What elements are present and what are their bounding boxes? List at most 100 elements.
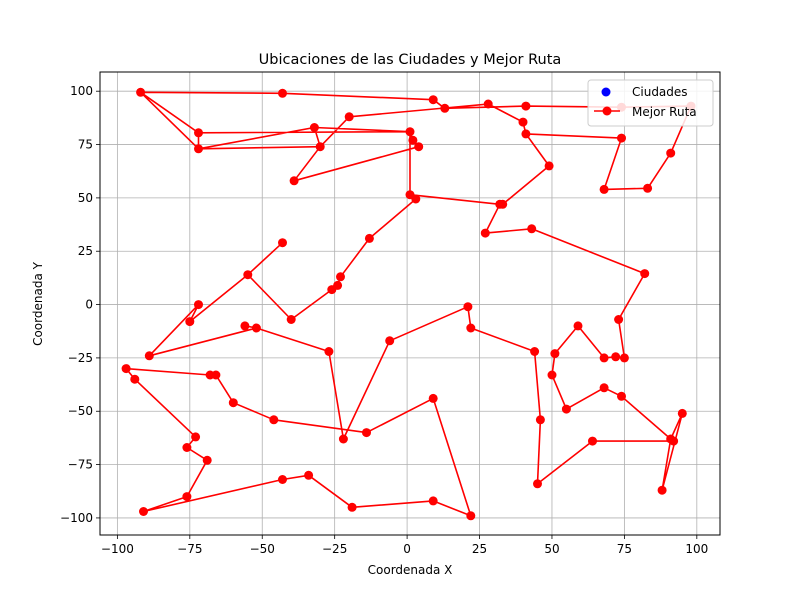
city-point xyxy=(547,370,557,380)
city-point xyxy=(463,302,473,312)
city-point xyxy=(194,300,203,310)
city-point xyxy=(573,321,583,331)
city-point xyxy=(243,270,253,280)
city-point xyxy=(344,112,354,122)
city-point xyxy=(121,364,131,374)
x-tick-label: 50 xyxy=(544,542,559,556)
x-axis-ticks: −100 −75 −50 −25 0 25 50 75 100 xyxy=(101,535,708,556)
city-point xyxy=(483,99,493,109)
city-point xyxy=(611,352,621,362)
y-tick-label: −100 xyxy=(60,511,93,525)
city-point xyxy=(527,224,537,234)
city-point xyxy=(315,142,325,152)
city-point xyxy=(588,436,597,446)
city-point xyxy=(139,507,148,516)
city-point xyxy=(408,135,418,145)
city-point xyxy=(466,323,476,333)
city-point xyxy=(617,133,626,143)
city-point xyxy=(428,393,438,403)
city-point xyxy=(535,415,545,425)
y-tick-label: 50 xyxy=(78,191,93,205)
city-point xyxy=(304,470,314,480)
city-point xyxy=(202,455,212,465)
city-point xyxy=(136,87,146,97)
legend: Ciudades Mejor Ruta xyxy=(587,79,714,127)
city-point xyxy=(640,269,650,279)
x-axis-label: Coordenada X xyxy=(368,563,453,577)
city-point xyxy=(194,144,203,154)
city-point xyxy=(440,103,450,113)
legend-box xyxy=(587,79,714,127)
city-point xyxy=(411,194,421,204)
city-point xyxy=(228,398,238,408)
city-point xyxy=(498,199,508,209)
city-point xyxy=(205,370,215,380)
city-point xyxy=(336,272,345,282)
city-point xyxy=(269,415,279,425)
x-tick-label: 25 xyxy=(472,542,487,556)
city-point xyxy=(666,148,676,158)
city-point xyxy=(657,485,667,495)
city-point xyxy=(251,323,261,333)
x-tick-label: 75 xyxy=(617,542,632,556)
city-point xyxy=(182,492,192,502)
city-point xyxy=(677,408,687,418)
city-point xyxy=(599,353,609,363)
plot-frame xyxy=(99,71,721,536)
legend-marker-ciudades xyxy=(601,87,611,97)
city-point xyxy=(324,347,334,356)
city-point xyxy=(666,434,676,444)
x-tick-label: 100 xyxy=(685,542,708,556)
city-point xyxy=(518,117,528,127)
city-point xyxy=(278,88,287,98)
city-point xyxy=(286,315,296,324)
city-point xyxy=(533,479,542,489)
city-point xyxy=(338,434,348,444)
legend-marker-mejor-ruta xyxy=(602,106,612,116)
city-point xyxy=(466,511,476,521)
y-axis-ticks: −100 −75 −50 −25 0 25 50 75 100 xyxy=(60,84,100,525)
city-point xyxy=(364,233,374,243)
y-axis-label: Coordenada Y xyxy=(31,261,45,346)
y-tick-label: 0 xyxy=(85,298,93,312)
city-point xyxy=(191,432,201,442)
y-tick-label: 100 xyxy=(70,84,93,98)
y-tick-label: 25 xyxy=(78,244,93,258)
city-point xyxy=(240,321,250,331)
city-point xyxy=(599,383,609,393)
cities-layer xyxy=(121,87,696,521)
city-point xyxy=(530,347,540,356)
city-point xyxy=(144,351,154,361)
city-point xyxy=(185,317,195,327)
plot-area xyxy=(99,71,721,536)
y-tick-label: −25 xyxy=(68,351,93,365)
city-point xyxy=(278,238,287,248)
x-tick-label: −100 xyxy=(101,542,134,556)
legend-label-mejor-ruta: Mejor Ruta xyxy=(632,105,697,119)
city-point xyxy=(619,353,629,363)
city-point xyxy=(617,391,626,401)
city-point xyxy=(599,184,609,194)
city-point xyxy=(550,349,560,359)
x-tick-label: −50 xyxy=(250,542,275,556)
city-point xyxy=(521,101,531,111)
city-point xyxy=(561,404,571,414)
city-point xyxy=(278,475,287,484)
city-point xyxy=(130,374,140,384)
city-point xyxy=(362,428,371,438)
city-point xyxy=(428,95,438,105)
city-point xyxy=(194,128,203,138)
city-point xyxy=(327,285,337,295)
legend-label-ciudades: Ciudades xyxy=(632,85,688,99)
y-tick-label: 75 xyxy=(78,138,93,152)
city-point xyxy=(428,496,438,506)
chart-title: Ubicaciones de las Ciudades y Mejor Ruta xyxy=(259,52,562,68)
city-point xyxy=(182,443,192,452)
city-point xyxy=(614,315,624,324)
city-point xyxy=(480,228,490,238)
x-tick-label: 0 xyxy=(403,542,411,556)
city-point xyxy=(544,161,554,171)
city-point xyxy=(643,183,653,193)
city-point xyxy=(309,123,319,132)
